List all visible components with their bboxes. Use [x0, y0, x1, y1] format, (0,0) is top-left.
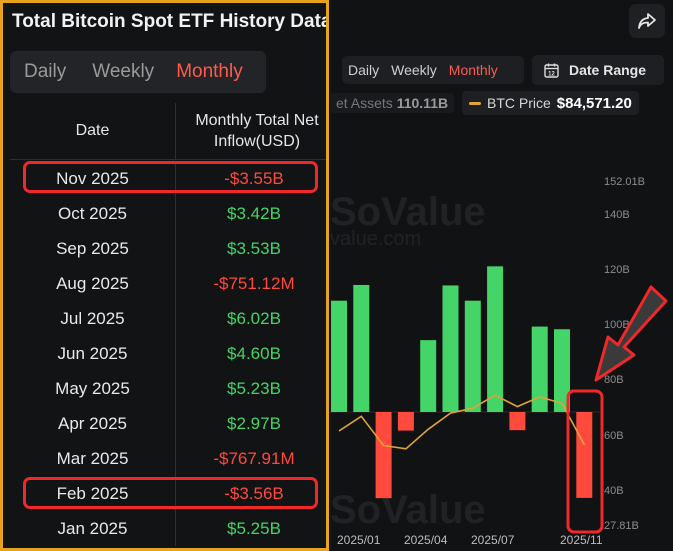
table-row[interactable]: Aug 2025 -$751.12M [10, 266, 326, 301]
watermark-brand-lower: SoValue [330, 488, 486, 532]
table-row[interactable]: Sep 2025 $3.53B [10, 231, 326, 266]
inflow-bar[interactable] [442, 285, 459, 412]
inflow-bar[interactable] [487, 266, 504, 412]
btc-price-line-swatch [469, 101, 481, 105]
right-axis-tick: 140B [604, 209, 630, 221]
panel-period-tabs: Daily Weekly Monthly [10, 51, 266, 93]
x-axis-tick: 2025/07 [471, 533, 515, 547]
table-row[interactable]: Jan 2025 $5.25B [10, 511, 326, 546]
inflow-bar[interactable] [531, 326, 548, 412]
chart-period-selector: Daily Weekly Monthly [342, 56, 524, 84]
row-net-inflow: -$3.56B [224, 483, 284, 503]
tab-weekly[interactable]: Weekly [92, 61, 155, 82]
row-net-inflow: $6.02B [227, 308, 281, 328]
row-net-inflow: $5.23B [227, 378, 281, 398]
column-header-date[interactable]: Date [10, 103, 176, 159]
row-date: Aug 2025 [10, 266, 176, 301]
watermark-domain: value.com [330, 228, 422, 250]
date-range-button[interactable]: 12 Date Range [532, 55, 664, 85]
right-axis-tick: 100B [604, 319, 630, 331]
right-axis-tick: 120B [604, 264, 630, 276]
table-row[interactable]: Mar 2025 -$767.91M [10, 441, 326, 476]
row-net-inflow: $3.53B [227, 238, 281, 258]
inflow-bar[interactable] [554, 329, 570, 412]
row-date: Oct 2025 [10, 196, 176, 231]
date-range-label: Date Range [569, 62, 647, 78]
inflow-bar[interactable] [509, 412, 526, 431]
row-net-inflow: $4.60B [227, 343, 281, 363]
table-row[interactable]: Apr 2025 $2.97B [10, 406, 326, 441]
share-button[interactable] [629, 4, 665, 38]
row-date: Jun 2025 [10, 336, 176, 371]
table-header: Date Monthly Total Net Inflow(USD) [10, 103, 326, 160]
legend-btc-price-value: $84,571.20 [556, 94, 632, 112]
chart-period-daily[interactable]: Daily [348, 62, 380, 78]
inflow-bar[interactable] [397, 412, 414, 431]
right-axis-tick: 80B [604, 374, 624, 386]
inflow-bar[interactable] [331, 300, 347, 412]
row-net-inflow: $3.42B [227, 203, 281, 223]
tab-monthly[interactable]: Monthly [176, 61, 243, 82]
inflow-bar[interactable] [375, 412, 392, 499]
column-header-inflow[interactable]: Monthly Total Net Inflow(USD) [195, 112, 319, 150]
row-date: Feb 2025 [10, 476, 176, 511]
x-axis-tick: 2025/11 [560, 533, 603, 547]
inflow-bar[interactable] [576, 412, 593, 498]
row-date: Mar 2025 [10, 441, 176, 476]
right-axis-tick: 40B [604, 485, 624, 497]
row-date: Sep 2025 [10, 231, 176, 266]
legend-net-assets-value: 110.11B [396, 95, 449, 111]
row-net-inflow: -$767.91M [213, 448, 295, 468]
table-row[interactable]: Oct 2025 $3.42B [10, 196, 326, 231]
svg-text:12: 12 [548, 71, 555, 77]
btc-price-line [338, 394, 586, 450]
inflow-bar[interactable] [464, 300, 481, 412]
x-axis-tick: 2025/01 [337, 533, 381, 547]
row-date: Nov 2025 [10, 161, 176, 196]
right-axis-tick: 152.01B [604, 176, 645, 188]
row-net-inflow: -$3.55B [224, 168, 284, 188]
legend-net-assets-label: et Assets [336, 95, 393, 111]
watermark-brand: SoValue [330, 190, 486, 234]
share-arrow-icon [638, 13, 656, 29]
annotation-highlight-box [566, 389, 604, 534]
x-axis-tick: 2025/04 [404, 533, 448, 547]
calendar-icon: 12 [544, 63, 559, 78]
row-date: May 2025 [10, 371, 176, 406]
legend-btc-price[interactable]: BTC Price $84,571.20 [462, 91, 639, 115]
row-date: Apr 2025 [10, 406, 176, 441]
right-axis-tick: 27.81B [604, 520, 639, 532]
row-net-inflow: $2.97B [227, 413, 281, 433]
inflow-bar[interactable] [420, 340, 437, 412]
table-row[interactable]: Feb 2025 -$3.56B [10, 476, 326, 511]
panel-title: Total Bitcoin Spot ETF History Data [12, 11, 329, 32]
legend-net-assets[interactable]: et Assets 110.11B [330, 93, 455, 113]
inflow-bar[interactable] [353, 284, 370, 412]
tab-daily[interactable]: Daily [24, 61, 67, 82]
annotation-arrow-icon [594, 285, 668, 382]
row-net-inflow: $5.25B [227, 518, 281, 538]
table-body: Nov 2025 -$3.55B Oct 2025 $3.42B Sep 2025 $3.… [10, 161, 326, 546]
chart-period-weekly[interactable]: Weekly [391, 62, 437, 78]
row-date: Jan 2025 [10, 511, 176, 546]
table-row[interactable]: Jun 2025 $4.60B [10, 336, 326, 371]
table-row[interactable]: May 2025 $5.23B [10, 371, 326, 406]
chart-period-monthly[interactable]: Monthly [448, 62, 498, 78]
table-row[interactable]: Nov 2025 -$3.55B [10, 161, 326, 196]
right-axis-tick: 60B [604, 430, 624, 442]
table-row[interactable]: Jul 2025 $6.02B [10, 301, 326, 336]
legend-btc-price-label: BTC Price [487, 95, 551, 111]
history-data-panel: Total Bitcoin Spot ETF History Data Dail… [0, 0, 329, 551]
row-date: Jul 2025 [10, 301, 176, 336]
row-net-inflow: -$751.12M [213, 273, 295, 293]
